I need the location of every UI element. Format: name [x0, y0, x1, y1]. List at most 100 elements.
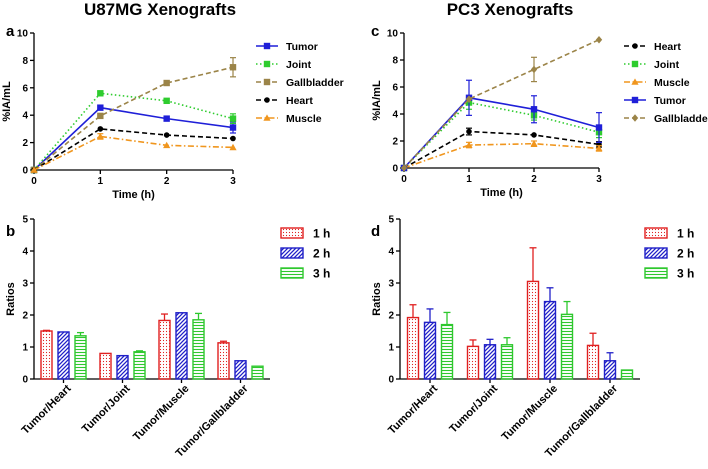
y-tick-label: 8	[22, 56, 28, 67]
bar-2-h-tumor-joint	[483, 344, 497, 380]
bar-3-h-tumor-heart	[74, 335, 87, 380]
bar-3-h-tumor-gallbladder	[251, 365, 264, 380]
y-tick-label: 4	[388, 247, 394, 258]
legend-label-tumor: Tumor	[286, 41, 318, 53]
legend-label-heart: Heart	[286, 95, 313, 107]
y-tick-label: 1	[22, 343, 28, 354]
data-point-gallbladder	[530, 65, 538, 74]
legend-label-tumor: Tumor	[654, 95, 686, 107]
x-tick-label: 0	[31, 176, 37, 187]
legend-label-2-h: 2 h	[313, 247, 330, 261]
legend-label-muscle: Muscle	[286, 113, 322, 125]
legend-swatch-3-h	[644, 267, 668, 279]
data-point-joint	[163, 97, 170, 105]
category-label-tumor-heart: Tumor/Heart	[386, 382, 440, 436]
data-point-heart	[531, 132, 537, 138]
y-tick-label: 2	[22, 311, 28, 322]
legend-label-joint: Joint	[654, 59, 680, 71]
y-tick-label: 0	[392, 164, 398, 175]
bar-1-h-tumor-muscle	[158, 319, 171, 380]
category-label-tumor-heart: Tumor/Heart	[19, 382, 73, 436]
y-axis-title: Ratios	[371, 282, 383, 316]
panel-a-line-chart: a 0 2 4 6 8 10 0 1 2 3 Time (h) %IA/mL Tumor Joint Gall…	[1, 23, 344, 201]
category-label-tumor-muscle: Tumor/Muscle	[499, 383, 560, 444]
data-point-gallbladder	[400, 164, 408, 172]
title-right: PC3 Xenografts	[447, 0, 574, 19]
legend-label-2-h: 2 h	[677, 247, 694, 261]
legend-marker-heart	[264, 97, 270, 103]
legend-label-1-h: 1 h	[313, 227, 330, 241]
bar-1-h-tumor-muscle	[526, 280, 540, 380]
y-tick-label: 0	[22, 375, 28, 386]
x-tick-label: 1	[98, 176, 104, 187]
y-tick-label: 3	[22, 279, 28, 290]
y-tick-label: 4	[22, 111, 28, 122]
data-point-muscle	[465, 141, 473, 148]
y-axis-title: %IA/mL	[1, 81, 13, 122]
data-point-gallbladder	[163, 79, 170, 87]
data-point-tumor	[163, 115, 170, 122]
panel-c-line-chart: c 0 2 4 6 8 10 0 1 2 3 Time (h) %IA/mL Heart Joint Musc…	[371, 23, 708, 199]
panel-letter: b	[6, 223, 15, 240]
legend-marker-muscle	[631, 78, 639, 85]
y-tick-label: 6	[22, 83, 28, 94]
x-tick-label: 3	[596, 174, 602, 185]
x-tick-label: 0	[401, 174, 407, 185]
series-line-joint	[33, 92, 234, 171]
x-tick-label: 2	[164, 176, 170, 187]
y-tick-label: 4	[392, 110, 398, 121]
bar-2-h-tumor-muscle	[175, 312, 188, 380]
y-axis-title: %IA/mL	[371, 80, 383, 121]
series-line-tumor	[403, 96, 600, 169]
data-point-muscle	[530, 140, 538, 147]
y-tick-label: 2	[22, 138, 28, 149]
legend-label-1-h: 1 h	[677, 227, 694, 241]
bar-2-h-tumor-muscle	[543, 300, 557, 380]
series-line-tumor	[33, 106, 234, 171]
data-point-joint	[97, 90, 104, 97]
y-tick-label: 10	[17, 29, 29, 40]
legend-marker-tumor	[631, 96, 639, 104]
bar-2-h-tumor-gallbladder	[603, 360, 617, 380]
panel-d-bar-chart: d 0 1 2 3 4 5 Ratios Tumor/Heart Tumor/Joint Tumor…	[371, 215, 694, 460]
y-tick-label: 0	[22, 166, 28, 177]
y-tick-label: 6	[392, 83, 398, 94]
data-point-muscle	[163, 141, 171, 149]
y-tick-label: 2	[388, 311, 394, 322]
y-tick-label: 0	[388, 375, 394, 386]
legend-swatch-3-h	[280, 267, 304, 279]
data-point-gallbladder	[97, 112, 104, 120]
bar-3-h-tumor-muscle	[192, 319, 205, 380]
data-point-gallbladder	[465, 95, 473, 103]
legend-label-gallbladder: Gallbladder	[286, 77, 344, 89]
legend-label-muscle: Muscle	[654, 77, 690, 89]
data-point-heart	[163, 132, 170, 138]
bar-2-h-tumor-gallbladder	[234, 360, 247, 380]
legend-label-gallbladder: Gallbladder	[654, 113, 708, 125]
data-point-tumor	[229, 124, 237, 131]
legend-marker-heart	[632, 43, 638, 49]
data-point-gallbladder	[229, 64, 237, 71]
legend-swatch-2-h	[644, 247, 668, 259]
bar-2-h-tumor-heart	[423, 321, 437, 380]
legend-marker-tumor	[263, 42, 271, 50]
bar-3-h-tumor-muscle	[560, 313, 574, 380]
bar-2-h-tumor-heart	[57, 331, 70, 380]
y-tick-label: 4	[22, 247, 28, 258]
legend-marker-joint	[263, 60, 271, 68]
bar-3-h-tumor-joint	[500, 344, 514, 380]
category-label-tumor-joint: Tumor/Joint	[80, 382, 133, 435]
series-line-heart	[33, 128, 234, 171]
panel-letter: c	[371, 23, 379, 40]
bar-1-h-tumor-gallbladder	[217, 342, 230, 380]
data-point-heart	[97, 126, 104, 132]
legend-swatch-2-h	[280, 247, 304, 259]
data-point-tumor	[97, 104, 104, 111]
category-label-tumor-muscle: Tumor/Muscle	[131, 383, 192, 444]
series-line-muscle	[403, 142, 600, 169]
bar-2-h-tumor-joint	[116, 354, 129, 380]
data-point-heart	[466, 128, 472, 135]
data-point-gallbladder	[595, 35, 603, 44]
series-line-heart	[403, 130, 600, 169]
bar-3-h-tumor-joint	[133, 351, 146, 380]
